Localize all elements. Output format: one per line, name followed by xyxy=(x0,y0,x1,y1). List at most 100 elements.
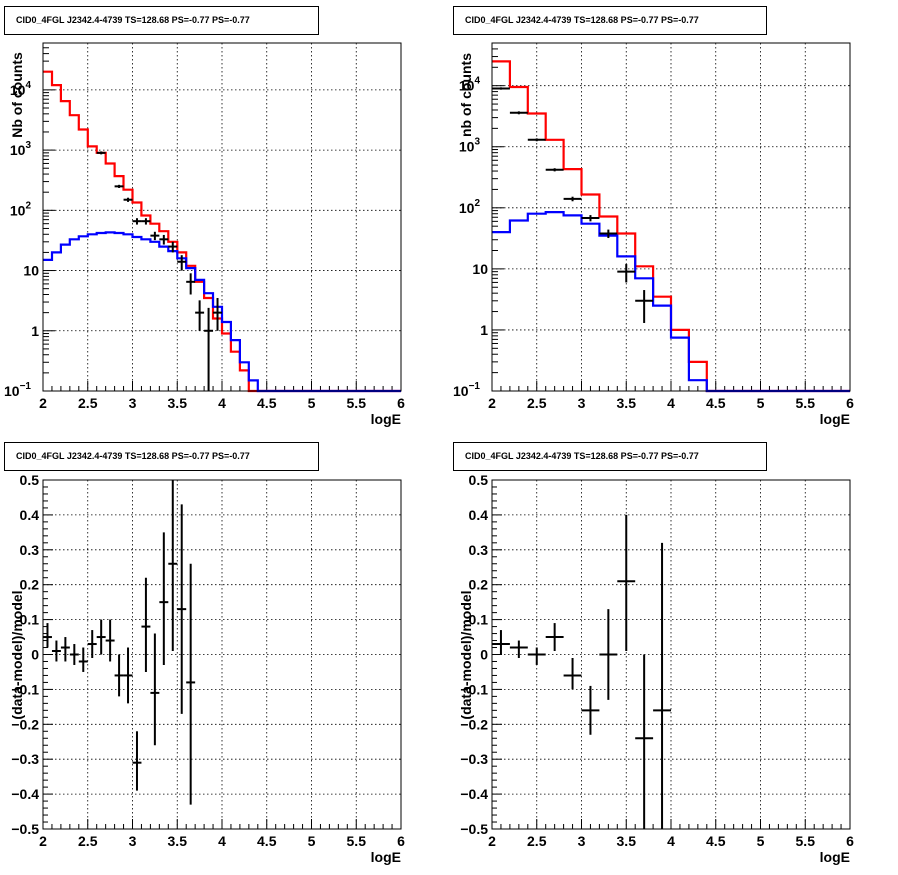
x-tick-label: 5.5 xyxy=(796,833,816,849)
y-tick-label: 0.5 xyxy=(469,472,489,488)
y-tick-label: 1 xyxy=(480,322,488,338)
data-point xyxy=(87,630,97,658)
data-point xyxy=(159,234,169,245)
y-tick-label: 0 xyxy=(31,647,39,663)
y-tick-label: 0.5 xyxy=(20,472,40,488)
data-point xyxy=(635,290,654,323)
y-tick-label: 0.2 xyxy=(469,577,489,593)
x-tick-label: 5.5 xyxy=(347,395,367,411)
data-point xyxy=(159,532,169,665)
x-tick-label: 4 xyxy=(667,395,675,411)
x-tick-label: 6 xyxy=(846,395,854,411)
y-axis-label: (data-model)/model xyxy=(458,590,474,719)
x-tick-label: 2 xyxy=(39,833,47,849)
data-point xyxy=(114,654,124,697)
data-point xyxy=(492,87,510,90)
x-tick-label: 4.5 xyxy=(257,395,277,411)
y-axis-label: (data-model)/model xyxy=(9,590,25,719)
panel-top-right-counts: CID0_4FGL J2342.4-4739 TS=128.68 PS=-0.7… xyxy=(453,6,854,427)
y-tick-base: 10 xyxy=(10,82,26,98)
y-tick-label: 1 xyxy=(31,323,39,339)
panel-top-left-counts: CID0_4FGL J2342.4-4739 TS=128.68 PS=-0.7… xyxy=(4,6,405,427)
data-point xyxy=(60,637,70,662)
x-tick-label: 2.5 xyxy=(527,833,547,849)
data-point xyxy=(69,644,79,665)
y-tick-label: 10−1 xyxy=(4,381,31,399)
y-tick-label: 102 xyxy=(459,198,481,216)
plot-frame xyxy=(491,479,851,830)
x-tick-label: 2.5 xyxy=(527,395,547,411)
data-point xyxy=(599,229,618,239)
data-point xyxy=(105,619,115,662)
y-tick-base: 10 xyxy=(10,202,26,218)
y-tick-exponent: 2 xyxy=(474,198,480,209)
x-tick-label: 5 xyxy=(308,833,316,849)
y-tick-base: 10 xyxy=(453,383,469,399)
x-tick-label: 3.5 xyxy=(617,395,637,411)
data-point xyxy=(168,480,178,652)
plot-frame xyxy=(491,42,851,392)
y-tick-label: 103 xyxy=(10,140,32,158)
x-tick-label: 4 xyxy=(667,833,675,849)
data-point xyxy=(653,542,671,829)
x-tick-label: 3 xyxy=(578,833,586,849)
x-tick-label: 6 xyxy=(397,833,405,849)
x-tick-label: 5 xyxy=(757,833,765,849)
plot-frame xyxy=(42,479,402,830)
x-tick-label: 3 xyxy=(578,395,586,411)
data-point xyxy=(132,731,142,791)
x-tick-label: 2.5 xyxy=(78,833,98,849)
data-point xyxy=(213,298,222,331)
data-point xyxy=(581,215,600,222)
x-tick-label: 3 xyxy=(129,833,137,849)
data-point xyxy=(581,685,600,735)
data-point xyxy=(96,151,106,155)
data-point xyxy=(195,300,205,331)
data-point xyxy=(617,514,636,652)
y-tick-base: 10 xyxy=(472,261,488,277)
data-point xyxy=(78,647,88,672)
data-point xyxy=(168,241,178,253)
y-tick-label: −0.2 xyxy=(460,716,488,732)
y-tick-label: 102 xyxy=(10,200,32,218)
y-tick-exponent: 4 xyxy=(25,80,31,91)
y-axis-label: nb of counts xyxy=(458,53,474,137)
x-tick-label: 5.5 xyxy=(347,833,367,849)
data-point xyxy=(617,264,636,283)
x-tick-label: 2.5 xyxy=(78,395,98,411)
data-point xyxy=(186,273,196,295)
y-tick-label: −0.3 xyxy=(11,751,39,767)
data-point xyxy=(527,138,546,142)
chart-title: CID0_4FGL J2342.4-4739 TS=128.68 PS=-0.7… xyxy=(465,451,699,461)
total-model-histogram xyxy=(492,60,850,393)
y-tick-base: 10 xyxy=(23,263,39,279)
y-tick-base: 10 xyxy=(10,142,26,158)
y-tick-label: −0.1 xyxy=(460,681,488,697)
x-tick-label: 4 xyxy=(218,833,226,849)
y-tick-base: 10 xyxy=(4,383,20,399)
x-tick-label: 3.5 xyxy=(168,833,188,849)
data-point xyxy=(186,563,196,805)
y-tick-label: −0.3 xyxy=(460,751,488,767)
y-tick-label: 10 xyxy=(23,263,39,279)
data-point xyxy=(545,623,564,652)
x-axis-label: logE xyxy=(371,411,401,427)
panel-bottom-right-residuals: CID0_4FGL J2342.4-4739 TS=128.68 PS=-0.7… xyxy=(453,442,854,865)
y-tick-label: 0.1 xyxy=(20,612,40,628)
y-tick-exponent: −1 xyxy=(469,381,481,392)
data-point xyxy=(141,218,151,225)
data-point xyxy=(51,640,61,662)
y-tick-exponent: 3 xyxy=(25,140,31,151)
title-box xyxy=(453,442,767,471)
x-tick-label: 4.5 xyxy=(706,833,726,849)
title-box xyxy=(4,442,319,471)
data-point xyxy=(141,577,151,672)
x-tick-label: 2 xyxy=(488,833,496,849)
data-point xyxy=(150,231,160,241)
y-tick-base: 10 xyxy=(459,78,475,94)
data-point xyxy=(563,657,582,690)
x-tick-label: 6 xyxy=(397,395,405,411)
data-point xyxy=(204,307,214,391)
data-point xyxy=(43,623,52,648)
y-tick-label: 0.4 xyxy=(469,507,489,523)
